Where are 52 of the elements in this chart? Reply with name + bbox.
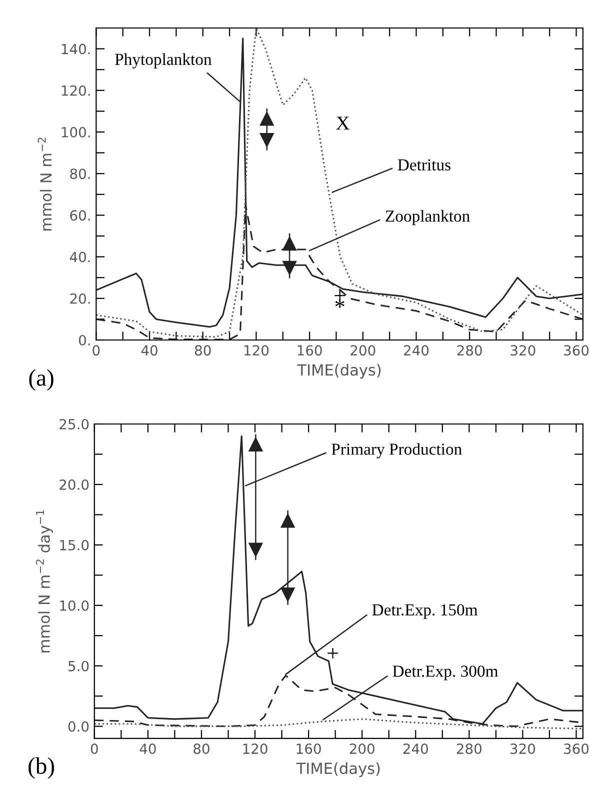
x-tick-label: 0 <box>90 744 98 754</box>
text: (b) <box>28 757 54 779</box>
x-tick-label: 240 <box>403 744 428 754</box>
y-tick-label: 140. <box>62 44 90 54</box>
line-series <box>94 718 583 730</box>
x-tick-label: 120 <box>243 744 268 754</box>
annotation: Zooplankton <box>386 210 470 226</box>
x-tick-label: 320 <box>510 744 536 754</box>
x-axis-title: TIME(days) <box>296 762 380 778</box>
y-tick-label: 5.0 <box>68 660 89 672</box>
annotation: Detr.Exp. 300m <box>392 666 498 680</box>
y-tick-label: 100. <box>62 126 90 138</box>
x-tick-label: 200 <box>350 744 374 754</box>
x-axis-title: TIME(days) <box>297 364 381 379</box>
annotation: Primary Production <box>332 443 462 458</box>
y-tick-label: 80. <box>70 168 90 180</box>
y-tick-label: 25.0 <box>60 418 89 430</box>
annotation: + <box>334 290 346 301</box>
y-tick-label: 0.0 <box>68 721 89 732</box>
annotation: X <box>336 116 350 130</box>
x-tick-label: 80 <box>194 345 211 356</box>
y-tick-label: 20. <box>70 293 90 304</box>
annotation: * <box>335 300 344 308</box>
x-tick-label: 120 <box>244 345 269 356</box>
x-tick-label: 360 <box>564 345 589 356</box>
x-tick-label: 40 <box>140 744 156 754</box>
x-tick-label: 200 <box>350 345 376 356</box>
x-tick-label: 280 <box>457 345 482 356</box>
annotation: Detritus <box>398 159 450 170</box>
x-tick-label: 40 <box>141 345 158 356</box>
x-tick-label: 160 <box>296 744 321 754</box>
y-tick-label: 15.0 <box>60 540 89 550</box>
line-series <box>94 435 583 725</box>
x-tick-label: 280 <box>456 744 482 754</box>
y-tick-label: 40. <box>70 252 90 262</box>
annotation: Detr.Exp. 150m <box>372 604 478 619</box>
text: (a) <box>29 369 54 391</box>
y-tick-label: 20.0 <box>60 479 89 490</box>
y-tick-label: 60. <box>70 210 90 221</box>
x-tick-label: 360 <box>564 744 589 754</box>
x-tick-label: 320 <box>510 345 536 356</box>
x-tick-label: 160 <box>298 345 322 356</box>
x-tick-label: 80 <box>194 744 210 754</box>
annotation: + <box>328 648 338 658</box>
x-tick-label: 240 <box>404 345 429 356</box>
annotation: Phytoplankton <box>115 53 212 68</box>
y-axis-title: mmol N m$^{−2}$ day$^{−1}$ <box>36 510 53 652</box>
y-tick-label: 120. <box>62 85 90 96</box>
y-tick-label: 0. <box>78 334 90 346</box>
x-tick-label: 0 <box>92 345 100 356</box>
y-axis-title: mmol N m$^{−2}$ <box>38 138 52 231</box>
y-tick-label: 10.0 <box>60 600 89 611</box>
